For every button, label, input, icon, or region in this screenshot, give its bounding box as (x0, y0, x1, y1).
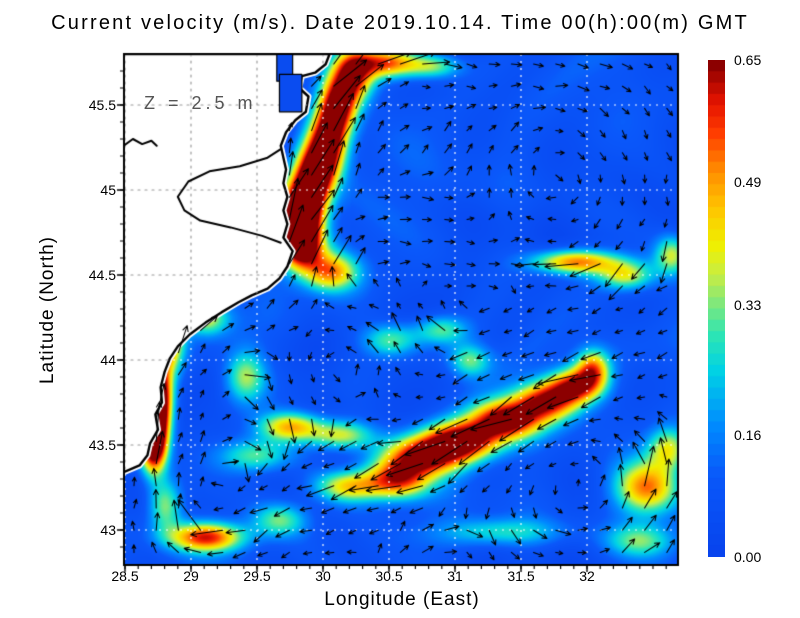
y-tick-label: 43 (100, 522, 116, 538)
y-tick-label: 45.5 (88, 97, 116, 113)
y-axis-label: Latitude (North) (37, 235, 58, 385)
colorbar-tick-label: 0.33 (734, 296, 762, 313)
colorbar-tick-label: 0.16 (734, 426, 762, 443)
x-tick-label: 30 (315, 568, 331, 584)
y-tick-label: 45 (100, 182, 116, 198)
y-tick-label: 44.5 (88, 267, 116, 283)
depth-annotation: Z = 2.5 m (144, 93, 257, 113)
y-tick-label: 44 (100, 352, 116, 368)
x-axis-label: Longitude (East) (324, 589, 480, 610)
colorbar-canvas (708, 60, 725, 557)
x-tick-label: 28.5 (111, 568, 139, 584)
colorbar-tick-label: 0.65 (734, 52, 762, 68)
x-tick-label: 29 (183, 568, 199, 584)
colorbar-tick-label: 0.00 (734, 549, 762, 565)
x-tick-label: 31.5 (507, 568, 535, 584)
x-tick-label: 30.5 (375, 568, 403, 584)
colorbar-tick-label: 0.49 (734, 174, 762, 191)
x-tick-label: 31 (447, 568, 463, 584)
velocity-map-canvas (104, 44, 698, 585)
figure-title: Current velocity (m/s). Date 2019.10.14.… (51, 12, 749, 34)
x-tick-label: 29.5 (243, 568, 271, 584)
y-tick-label: 43.5 (88, 437, 116, 453)
x-tick-label: 32 (579, 568, 595, 584)
